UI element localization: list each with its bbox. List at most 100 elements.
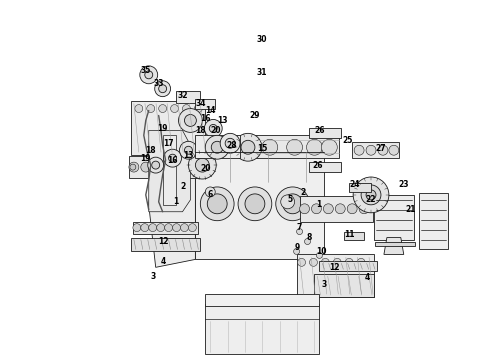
Text: 3: 3 (322, 280, 327, 289)
Text: 1: 1 (316, 200, 321, 209)
Circle shape (179, 141, 197, 159)
Text: 1: 1 (173, 197, 178, 206)
Circle shape (366, 190, 376, 200)
Text: 4: 4 (161, 257, 166, 266)
Circle shape (345, 258, 353, 266)
Circle shape (353, 177, 389, 213)
Circle shape (335, 204, 345, 214)
Circle shape (148, 157, 164, 173)
Circle shape (141, 224, 149, 231)
Text: 33: 33 (153, 79, 164, 88)
Text: 22: 22 (366, 195, 376, 204)
Text: 12: 12 (158, 237, 169, 246)
Circle shape (205, 187, 215, 197)
Circle shape (164, 149, 181, 167)
Polygon shape (175, 91, 200, 103)
Circle shape (172, 224, 180, 231)
Polygon shape (131, 100, 205, 155)
Circle shape (169, 154, 176, 162)
Text: 14: 14 (205, 106, 216, 115)
Text: 30: 30 (257, 35, 267, 44)
Text: 35: 35 (141, 66, 151, 75)
Polygon shape (349, 183, 371, 192)
Text: 16: 16 (167, 156, 178, 165)
Circle shape (130, 164, 136, 170)
Circle shape (241, 140, 255, 154)
Circle shape (159, 105, 167, 113)
Circle shape (276, 187, 310, 221)
Polygon shape (131, 238, 200, 251)
Circle shape (359, 204, 369, 214)
Text: 17: 17 (163, 139, 174, 148)
Polygon shape (319, 261, 377, 271)
Polygon shape (149, 130, 191, 212)
Text: 2: 2 (300, 188, 305, 197)
Text: 18: 18 (195, 126, 206, 135)
Circle shape (357, 258, 365, 266)
Text: 7: 7 (297, 223, 302, 232)
Circle shape (209, 125, 217, 132)
Circle shape (321, 139, 337, 155)
Circle shape (180, 224, 189, 231)
Text: 19: 19 (157, 124, 168, 133)
Circle shape (159, 85, 167, 93)
Polygon shape (196, 99, 215, 109)
Text: 25: 25 (342, 136, 352, 145)
Circle shape (165, 162, 174, 172)
Text: 26: 26 (314, 126, 325, 135)
Circle shape (189, 162, 198, 172)
Circle shape (312, 204, 321, 214)
Circle shape (165, 224, 172, 231)
Polygon shape (149, 145, 196, 267)
Circle shape (189, 224, 196, 231)
Text: 19: 19 (141, 154, 151, 163)
Polygon shape (163, 135, 175, 205)
Text: 15: 15 (257, 144, 267, 153)
Circle shape (287, 139, 302, 155)
Text: 3: 3 (150, 272, 155, 281)
Polygon shape (196, 135, 240, 158)
Circle shape (317, 252, 322, 258)
Circle shape (152, 161, 160, 169)
Circle shape (378, 145, 388, 155)
Text: 9: 9 (295, 243, 300, 252)
Circle shape (307, 139, 322, 155)
Circle shape (129, 162, 139, 172)
Circle shape (299, 204, 310, 214)
Text: 26: 26 (312, 161, 323, 170)
Circle shape (133, 224, 141, 231)
Circle shape (225, 138, 235, 148)
Circle shape (366, 145, 376, 155)
Text: 11: 11 (344, 230, 354, 239)
Circle shape (205, 135, 229, 159)
Polygon shape (310, 162, 341, 172)
Text: 5: 5 (287, 195, 292, 204)
Text: 20: 20 (210, 126, 221, 135)
Circle shape (145, 71, 153, 79)
Circle shape (171, 105, 178, 113)
Circle shape (361, 185, 381, 205)
Polygon shape (384, 238, 404, 255)
Text: 29: 29 (250, 111, 260, 120)
Circle shape (184, 146, 193, 154)
Text: 28: 28 (227, 141, 238, 150)
Circle shape (207, 194, 227, 214)
Polygon shape (352, 142, 399, 158)
Circle shape (238, 187, 272, 221)
Bar (375, 242, 415, 247)
Circle shape (196, 158, 209, 172)
Text: 12: 12 (329, 263, 340, 272)
Polygon shape (418, 193, 448, 249)
Circle shape (245, 194, 265, 214)
Polygon shape (205, 294, 319, 306)
Text: 4: 4 (365, 273, 369, 282)
Polygon shape (344, 231, 364, 239)
Text: 16: 16 (200, 114, 211, 123)
Circle shape (149, 224, 157, 231)
Circle shape (283, 194, 302, 214)
Circle shape (195, 105, 202, 113)
Text: 2: 2 (181, 183, 186, 192)
Circle shape (281, 195, 294, 209)
Text: 32: 32 (177, 91, 188, 100)
Circle shape (389, 145, 399, 155)
